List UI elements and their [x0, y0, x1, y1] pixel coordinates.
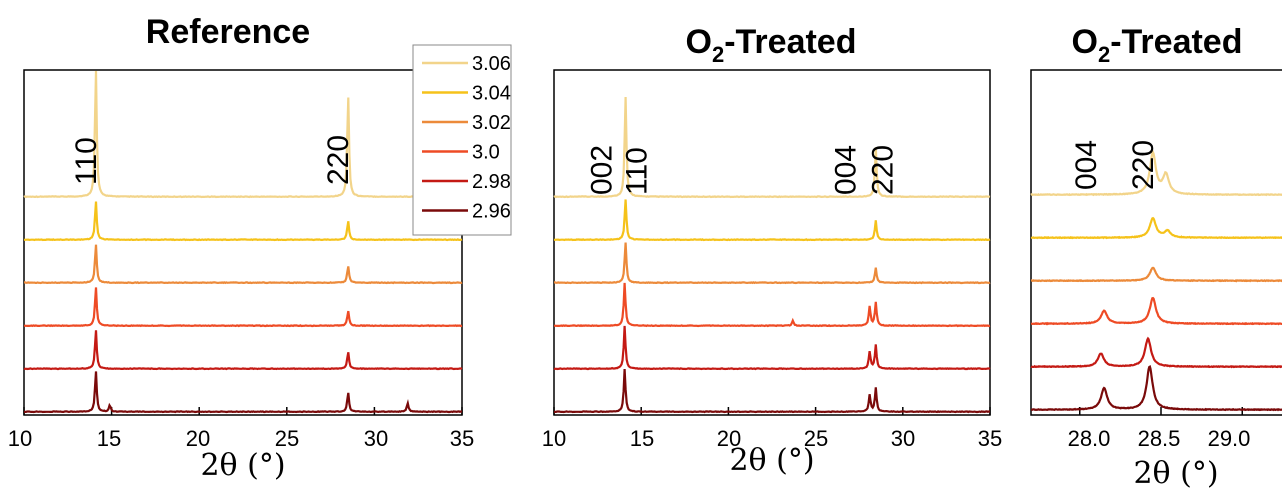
series-line-3.0 [553, 282, 991, 328]
series-line-2.96 [23, 371, 462, 414]
x-tick-label: 25 [275, 426, 299, 451]
series-line-3.0 [1030, 296, 1282, 326]
peak-label: 220 [322, 135, 355, 185]
panel-o2-treated-full: O2-Treated 10 15 20 25 30 35 002 110 004 220 2θ … [542, 23, 1002, 478]
x-ticks: 10 15 20 25 30 35 [542, 407, 1002, 451]
series-line-2.98 [23, 330, 463, 371]
x-axis-label: 2θ (°) [1133, 456, 1218, 488]
legend-entry: 3.06 [472, 53, 511, 75]
x-ticks: 10 15 20 25 30 35 [8, 407, 474, 451]
x-tick-label: 20 [186, 426, 210, 451]
series-line-3.02 [1030, 266, 1282, 283]
peak-label: 004 [830, 145, 863, 195]
x-tick-label: 20 [717, 426, 741, 451]
x-axis-label: 2θ (°) [729, 443, 814, 478]
series-line-3.06 [23, 70, 463, 199]
x-axis-label: 2θ (°) [200, 448, 285, 483]
x-tick-label: 25 [804, 426, 828, 451]
series-line-2.96 [553, 368, 990, 414]
peak-label: 220 [866, 145, 899, 195]
series-line-2.96 [1030, 365, 1282, 412]
panel-o2-treated-zoom: O2-Treated 28.0 28.5 29.0 004 220 2θ (°) [1030, 23, 1282, 488]
x-tick-label: 15 [97, 426, 121, 451]
series-line-3.06 [1030, 149, 1282, 197]
peak-label: 004 [1070, 140, 1103, 190]
peak-label: 110 [70, 137, 103, 185]
peak-label: 002 [586, 145, 619, 195]
series-line-3.0 [23, 287, 463, 328]
peak-label: 110 [620, 147, 653, 195]
legend-entry: 3.02 [472, 112, 511, 134]
x-tick-label: 30 [891, 426, 915, 451]
peak-annotations: 110 220 [70, 135, 355, 185]
x-tick-label: 10 [8, 426, 32, 451]
series-line-3.06 [553, 96, 991, 199]
series-line-2.98 [553, 325, 991, 371]
peak-label: 220 [1127, 140, 1160, 190]
traces [23, 70, 463, 414]
x-tick-label: 10 [542, 426, 566, 451]
legend-entry: 3.04 [472, 83, 511, 105]
x-tick-label: 35 [450, 426, 474, 451]
legend: 3.06 3.04 3.02 3.0 2.98 2.96 [412, 44, 512, 236]
traces [553, 96, 991, 414]
x-tick-label: 29.0 [1208, 426, 1251, 451]
series-line-3.04 [23, 201, 463, 242]
panel-title: O2-Treated [686, 23, 857, 67]
legend-entry: 2.98 [472, 171, 511, 193]
plot-frame [553, 69, 991, 416]
panel-title: O2-Treated [1072, 23, 1243, 67]
legend-frame [412, 44, 512, 236]
x-tick-label: 15 [630, 426, 654, 451]
legend-entry: 3.0 [472, 142, 500, 164]
x-tick-label: 28.0 [1068, 426, 1111, 451]
plot-frame [23, 69, 463, 416]
series-line-3.02 [24, 244, 463, 285]
peak-annotations: 002 110 004 220 [586, 145, 900, 195]
x-ticks: 28.0 28.5 29.0 [1068, 407, 1251, 451]
series-line-3.04 [553, 199, 991, 242]
traces [1030, 149, 1282, 412]
series-line-3.02 [554, 242, 991, 285]
peak-annotations: 004 220 [1070, 140, 1160, 190]
series-line-3.04 [1030, 216, 1282, 240]
legend-entry: 2.96 [472, 201, 511, 223]
panel-title: Reference [146, 13, 310, 51]
x-tick-label: 28.5 [1138, 426, 1181, 451]
x-tick-label: 35 [978, 426, 1002, 451]
panel-reference: Reference 10 15 20 25 30 35 110 220 2θ (°) [8, 13, 474, 483]
x-tick-label: 30 [364, 426, 388, 451]
series-line-2.98 [1030, 336, 1282, 369]
